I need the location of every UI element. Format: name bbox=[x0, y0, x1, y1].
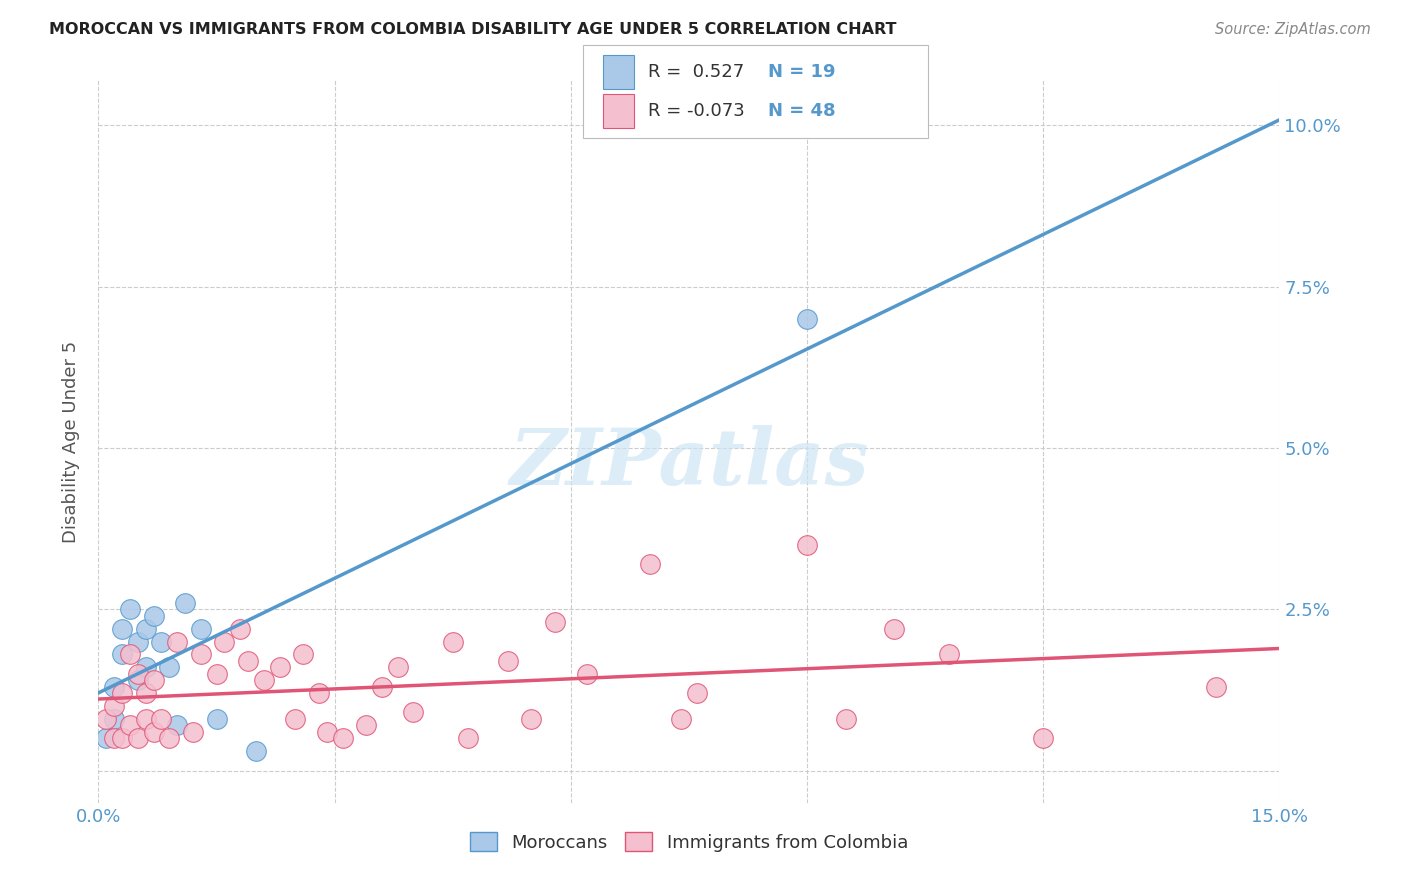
Point bbox=[686, 686, 709, 700]
Point bbox=[118, 718, 141, 732]
Point bbox=[157, 731, 180, 746]
Point bbox=[269, 660, 291, 674]
Point bbox=[520, 712, 543, 726]
Point bbox=[205, 666, 228, 681]
Point bbox=[127, 634, 149, 648]
Point bbox=[1205, 680, 1227, 694]
Point bbox=[127, 731, 149, 746]
Point bbox=[111, 686, 134, 700]
Point bbox=[245, 744, 267, 758]
Point bbox=[205, 712, 228, 726]
Point bbox=[118, 648, 141, 662]
Point bbox=[127, 673, 149, 688]
Point bbox=[883, 622, 905, 636]
Point bbox=[103, 712, 125, 726]
Point bbox=[166, 718, 188, 732]
Point bbox=[142, 673, 165, 688]
Legend: Moroccans, Immigrants from Colombia: Moroccans, Immigrants from Colombia bbox=[463, 825, 915, 859]
Point bbox=[103, 680, 125, 694]
Text: ZIPatlas: ZIPatlas bbox=[509, 425, 869, 501]
Point bbox=[103, 699, 125, 714]
Point bbox=[96, 731, 118, 746]
Point bbox=[157, 660, 180, 674]
Point bbox=[402, 706, 425, 720]
Point bbox=[150, 712, 173, 726]
Point bbox=[135, 686, 157, 700]
Point bbox=[181, 724, 204, 739]
Point bbox=[111, 622, 134, 636]
Point bbox=[796, 312, 818, 326]
Point bbox=[236, 654, 259, 668]
Point bbox=[96, 712, 118, 726]
Text: R =  0.527: R = 0.527 bbox=[648, 63, 744, 81]
Point bbox=[292, 648, 315, 662]
Point bbox=[938, 648, 960, 662]
Point bbox=[142, 724, 165, 739]
Point bbox=[111, 648, 134, 662]
Point bbox=[253, 673, 276, 688]
Point bbox=[1032, 731, 1054, 746]
Point bbox=[111, 731, 134, 746]
Point bbox=[544, 615, 567, 630]
Point bbox=[229, 622, 252, 636]
Text: Source: ZipAtlas.com: Source: ZipAtlas.com bbox=[1215, 22, 1371, 37]
Point bbox=[332, 731, 354, 746]
Point bbox=[135, 622, 157, 636]
Point bbox=[190, 622, 212, 636]
Text: N = 19: N = 19 bbox=[768, 63, 835, 81]
Point bbox=[835, 712, 858, 726]
Point bbox=[308, 686, 330, 700]
Point bbox=[441, 634, 464, 648]
Point bbox=[214, 634, 236, 648]
Point bbox=[127, 666, 149, 681]
Point bbox=[166, 634, 188, 648]
Point bbox=[575, 666, 598, 681]
Point bbox=[457, 731, 479, 746]
Point bbox=[174, 596, 197, 610]
Point bbox=[150, 634, 173, 648]
Point bbox=[371, 680, 394, 694]
Point bbox=[638, 557, 661, 571]
Point bbox=[315, 724, 337, 739]
Y-axis label: Disability Age Under 5: Disability Age Under 5 bbox=[62, 341, 80, 542]
Point bbox=[135, 712, 157, 726]
Point bbox=[387, 660, 409, 674]
Point bbox=[118, 602, 141, 616]
Point bbox=[669, 712, 692, 726]
Point bbox=[103, 731, 125, 746]
Point bbox=[190, 648, 212, 662]
Text: R = -0.073: R = -0.073 bbox=[648, 102, 745, 120]
Point bbox=[135, 660, 157, 674]
Point bbox=[496, 654, 519, 668]
Text: MOROCCAN VS IMMIGRANTS FROM COLOMBIA DISABILITY AGE UNDER 5 CORRELATION CHART: MOROCCAN VS IMMIGRANTS FROM COLOMBIA DIS… bbox=[49, 22, 897, 37]
Point bbox=[796, 538, 818, 552]
Point bbox=[354, 718, 377, 732]
Text: N = 48: N = 48 bbox=[768, 102, 835, 120]
Point bbox=[284, 712, 307, 726]
Point bbox=[142, 608, 165, 623]
